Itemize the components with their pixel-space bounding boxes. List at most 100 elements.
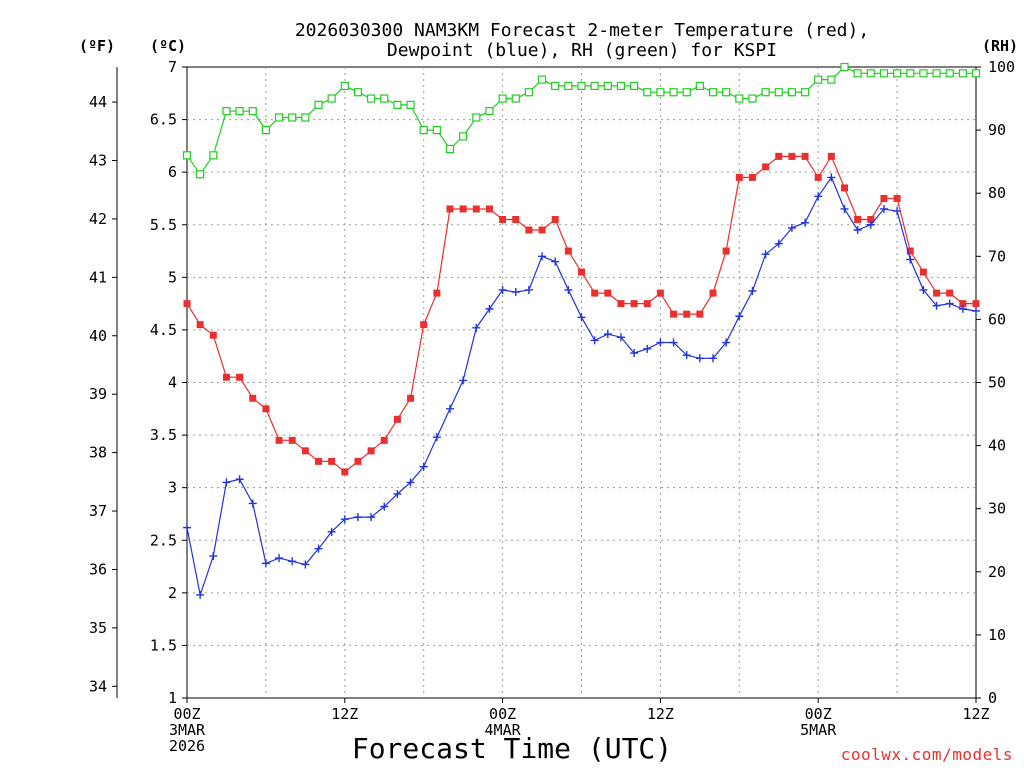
x-axis-title: Forecast Time (UTC)	[352, 732, 672, 765]
rh-tick-label: 100	[988, 58, 1015, 76]
dewpoint-point	[314, 544, 323, 553]
rh-tick-label: 30	[988, 500, 1006, 518]
fahrenheit-unit-label: (ºF)	[79, 37, 115, 55]
rh-tick-label: 70	[988, 247, 1006, 265]
dewpoint-point	[485, 304, 494, 313]
temperature-point	[209, 331, 217, 339]
celsius-tick-label: 3.5	[150, 426, 177, 444]
temperature-point	[459, 205, 467, 213]
dewpoint-point	[709, 354, 717, 363]
temperature-point	[670, 310, 678, 318]
dewpoint-point	[275, 554, 284, 563]
temperature-point	[512, 215, 520, 223]
temperature-point	[906, 247, 914, 255]
temperature-point	[367, 447, 375, 455]
rh-point	[906, 69, 915, 78]
dewpoint-point	[695, 354, 704, 363]
celsius-tick-label: 2.5	[150, 531, 177, 549]
temperature-point	[433, 289, 441, 297]
fahrenheit-tick-label: 41	[89, 268, 107, 286]
rh-point	[682, 88, 691, 97]
rh-tick-label: 20	[988, 563, 1006, 581]
fahrenheit-tick-label: 43	[89, 151, 107, 169]
rh-point	[853, 69, 862, 78]
temperature-point	[236, 373, 244, 381]
temperature-point	[656, 289, 664, 297]
rh-point	[432, 125, 441, 135]
rh-point	[327, 94, 336, 103]
temperature-point	[801, 152, 809, 160]
rh-point	[695, 81, 704, 91]
celsius-tick-label: 2	[168, 584, 177, 602]
series	[182, 62, 981, 599]
dewpoint-point	[551, 257, 560, 266]
rh-point	[879, 69, 889, 78]
temperature-point	[288, 436, 296, 444]
x-date-label: 4MAR	[485, 721, 522, 739]
celsius-tick-label: 4.5	[150, 321, 177, 339]
temperature-point	[814, 173, 822, 181]
dewpoint-point	[472, 323, 481, 332]
x-tick-label: 00Z	[173, 705, 200, 723]
rh-point	[971, 69, 981, 78]
celsius-tick-label: 1.5	[150, 636, 177, 654]
temperature-point	[315, 457, 322, 465]
x-tick-label: 12Z	[962, 705, 989, 723]
celsius-tick-label: 7	[168, 58, 177, 76]
dewpoint-point	[669, 338, 678, 347]
temperature-point	[275, 436, 283, 444]
dewpoint-point	[722, 338, 731, 347]
rh-point	[616, 81, 626, 91]
dewpoint-point	[853, 226, 862, 235]
fahrenheit-tick-label: 34	[89, 677, 107, 695]
rh-point	[485, 107, 494, 116]
rh-point	[800, 88, 810, 97]
dewpoint-point	[879, 204, 888, 213]
rh-tick-label: 90	[988, 121, 1006, 139]
temperature-point	[262, 405, 270, 413]
rh-point	[787, 88, 797, 97]
dewpoint-point	[301, 560, 310, 569]
rh-tick-label: 40	[988, 437, 1006, 455]
temperature-point	[630, 300, 638, 308]
rh-point	[945, 69, 954, 78]
rh-point	[669, 88, 678, 97]
rh-point	[735, 94, 744, 103]
celsius-tick-label: 6.5	[150, 111, 177, 129]
dewpoint-point	[222, 478, 231, 487]
rh-point	[406, 100, 415, 109]
temperature-point	[472, 205, 480, 213]
temperature-point	[841, 184, 848, 192]
rh-point	[932, 69, 941, 78]
dewpoint-point	[406, 478, 415, 487]
rh-point	[498, 94, 507, 103]
chart-title-line2: Dewpoint (blue), RH (green) for KSPI	[387, 40, 777, 61]
dewpoint-point	[446, 404, 454, 413]
dewpoint-point	[183, 523, 191, 532]
celsius-tick-label: 1	[168, 689, 177, 707]
temperature-point	[393, 415, 401, 423]
rh-point	[511, 94, 520, 103]
rh-point	[182, 151, 192, 160]
celsius-tick-label: 6	[168, 163, 177, 181]
dewpoint-point	[511, 288, 520, 297]
rh-point	[590, 81, 599, 91]
dewpoint-point	[261, 559, 270, 568]
rh-point	[814, 75, 823, 84]
temperature-point	[919, 268, 927, 276]
temperature-point	[183, 300, 191, 308]
rh-point	[748, 94, 757, 103]
rh-point	[892, 69, 902, 78]
fahrenheit-tick-label: 40	[89, 327, 107, 345]
rh-point	[314, 100, 323, 109]
celsius-unit-label: (ºC)	[150, 37, 186, 55]
dewpoint-point	[419, 462, 428, 471]
fahrenheit-tick-label: 42	[89, 210, 107, 228]
celsius-tick-label: 3	[168, 479, 177, 497]
dewpoint-point	[616, 333, 625, 342]
rh-point	[419, 125, 428, 135]
temperature-point	[946, 289, 954, 297]
dewpoint-point	[656, 338, 665, 347]
temperature-point	[696, 310, 704, 318]
